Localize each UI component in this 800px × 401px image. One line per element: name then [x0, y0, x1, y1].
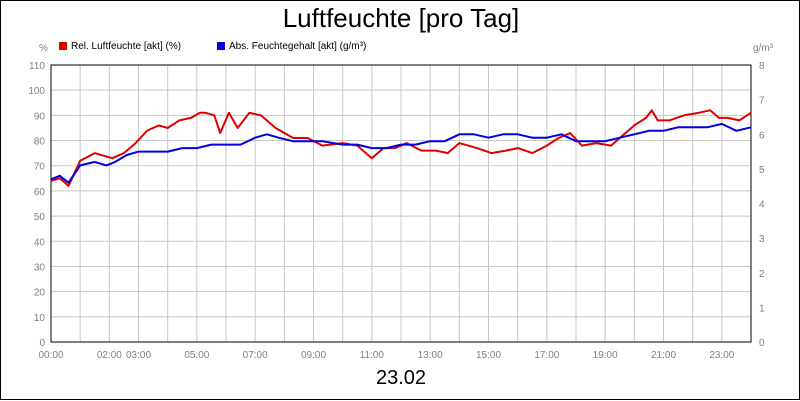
x-tick-label: 17:00 — [534, 350, 559, 361]
y-tick-label-right: 6 — [759, 130, 765, 141]
y-tick-label-right: 5 — [759, 165, 765, 176]
x-tick-label: 00:00 — [38, 350, 63, 361]
x-tick-label: 05:00 — [184, 350, 209, 361]
y-tick-label-left: 0 — [39, 338, 45, 349]
x-tick-label: 09:00 — [301, 350, 326, 361]
y-tick-label-right: 8 — [759, 61, 765, 72]
chart-title: Luftfeuchte [pro Tag] — [282, 3, 520, 33]
y-tick-label-left: 80 — [34, 137, 46, 148]
y-tick-label-left: 60 — [34, 187, 46, 198]
y-tick-label-right: 1 — [759, 303, 765, 314]
series-line-abs-humidity — [50, 122, 752, 184]
y-tick-label-left: 30 — [34, 262, 46, 273]
y-tick-label-left: 10 — [34, 313, 46, 324]
y-tick-label-left: 50 — [34, 212, 46, 223]
legend-swatch-red — [59, 42, 67, 50]
x-tick-label: 02:00 — [97, 350, 122, 361]
legend-item-rel-humidity: Rel. Luftfeuchte [akt] (%) — [59, 40, 181, 52]
y-tick-label-right: 0 — [759, 338, 765, 349]
y-tick-label-right: 7 — [759, 96, 765, 107]
x-tick-label: 15:00 — [476, 350, 501, 361]
legend-swatch-blue — [217, 42, 225, 50]
x-tick-label: 11:00 — [360, 350, 385, 361]
y-tick-label-left: 70 — [34, 162, 46, 173]
chart-date-label: 23.02 — [375, 367, 427, 389]
x-tick-label: 21:00 — [651, 350, 676, 361]
x-tick-label: 03:00 — [126, 350, 151, 361]
y-tick-label-left: 100 — [28, 86, 45, 97]
y-tick-label-right: 3 — [759, 234, 765, 245]
y-tick-label-left: 20 — [34, 288, 46, 299]
legend-item-abs-humidity: Abs. Feuchtegehalt [akt] (g/m³) — [217, 40, 366, 52]
x-tick-label: 23:00 — [709, 350, 734, 361]
x-tick-label: 07:00 — [243, 350, 268, 361]
left-axis-unit: % — [39, 43, 48, 54]
legend-label-abs-humidity: Abs. Feuchtegehalt [akt] (g/m³) — [229, 40, 367, 52]
legend-label-rel-humidity: Rel. Luftfeuchte [akt] (%) — [71, 40, 182, 52]
right-axis-unit: g/m³ — [753, 43, 773, 54]
plot-border — [50, 64, 752, 343]
y-tick-label-left: 110 — [29, 61, 45, 72]
y-tick-label-right: 2 — [759, 269, 765, 280]
y-tick-label-right: 4 — [759, 200, 765, 211]
x-tick-label: 19:00 — [593, 350, 618, 361]
y-tick-label-left: 40 — [34, 237, 46, 248]
y-tick-label-left: 90 — [34, 111, 46, 122]
x-tick-label: 13:00 — [418, 350, 443, 361]
